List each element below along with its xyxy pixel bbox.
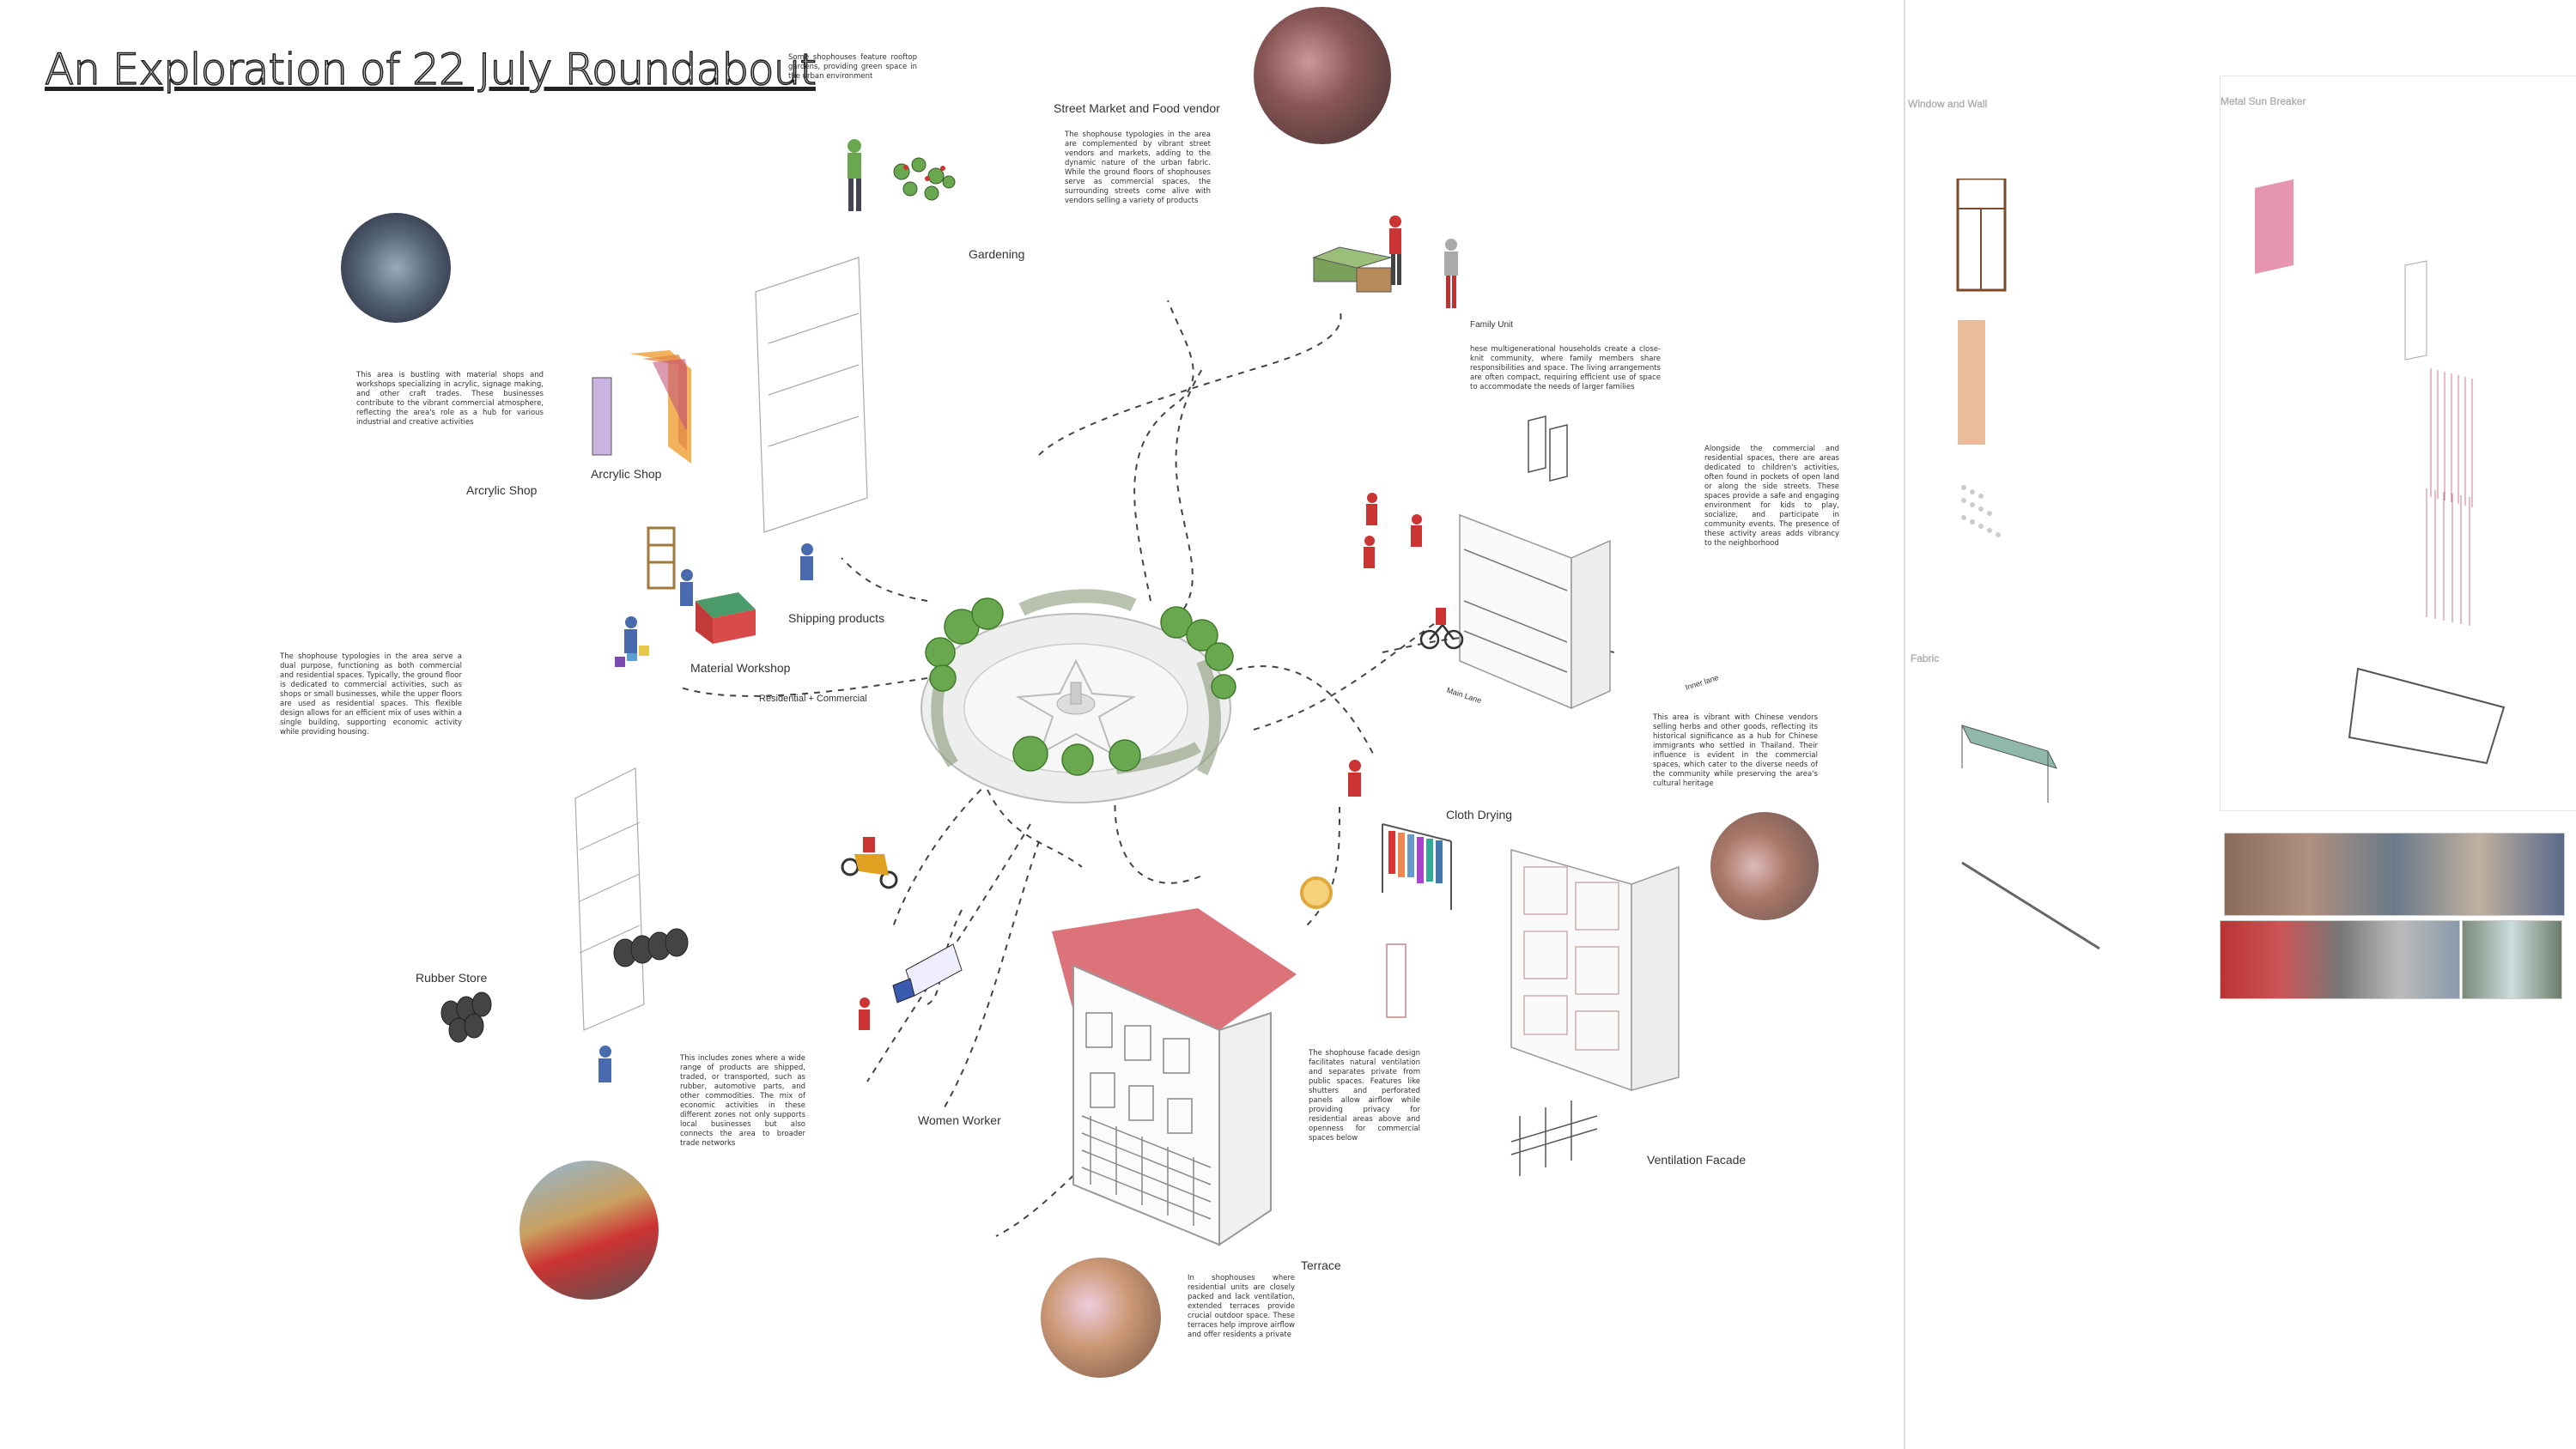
text-children: Alongside the commercial and residential…	[1704, 445, 1839, 548]
fabric-elements	[1961, 724, 2100, 950]
panel-window-wall-title: Window and Wall	[1908, 98, 1988, 110]
panel-fabric: Fabric	[1911, 614, 2125, 1000]
path-to-gardening	[1133, 300, 1194, 602]
truck	[892, 943, 963, 1003]
east-building-drawing	[1459, 513, 1611, 710]
rubber-store-photo	[519, 1161, 659, 1300]
facade-building-drawing	[1510, 849, 1680, 1092]
path-workshop	[677, 677, 928, 697]
path-center	[1114, 780, 1203, 884]
text-family: hese multigenerational households create…	[1470, 345, 1661, 391]
acrylic-shop-photo	[341, 213, 451, 323]
label-cloth-drying: Cloth Drying	[1446, 808, 1513, 822]
label-shipping-products: Shipping products	[788, 611, 885, 625]
shophouse-terrace-drawing	[1052, 908, 1297, 1246]
text-rooftop: Some shophouses feature rooftop gardens,…	[788, 53, 917, 81]
panel-metal-sun-breaker: Metal Sun Breaker	[2220, 76, 2576, 811]
cloth-rack	[1382, 823, 1452, 910]
page-title: An Exploration of 22 July Roundabout	[44, 44, 817, 95]
path-to-market	[1038, 308, 1342, 456]
reference-photo-1	[2224, 833, 2565, 916]
label-acrylic-shop-2: Arcrylic Shop	[591, 467, 662, 481]
roundabout	[920, 589, 1231, 803]
path-facade	[1304, 806, 1340, 928]
reference-photo-2	[2220, 920, 2460, 999]
label-residential-commercial: Residential + Commercial	[759, 694, 867, 704]
sketch-buildings	[574, 257, 868, 1031]
label-gardening: Gardening	[969, 247, 1025, 261]
path-acrylic	[841, 557, 928, 602]
garden-flowers	[903, 165, 945, 181]
workshop-shelf	[647, 526, 676, 590]
tyre-stack	[440, 928, 689, 1043]
label-terrace: Terrace	[1301, 1258, 1341, 1272]
path-east	[1253, 617, 1443, 731]
path-truck	[927, 909, 963, 1005]
trees	[925, 597, 1236, 776]
facade-photo	[1710, 812, 1819, 920]
path-terrace-top	[987, 789, 1083, 868]
label-material-workshop: Material Workshop	[690, 661, 791, 675]
path-women	[944, 840, 1040, 1108]
label-rubber-store: Rubber Store	[416, 971, 488, 985]
reference-photo-3	[2462, 920, 2562, 999]
bicycle	[1419, 623, 1464, 650]
people-figures	[598, 139, 1458, 1082]
label-acrylic-shop-1: Arcrylic Shop	[466, 483, 538, 497]
workshop-table	[696, 592, 756, 644]
window-wall-elements	[1956, 179, 2007, 537]
sun-breaker-elements	[2255, 179, 2506, 765]
panel-metal-title: Metal Sun Breaker	[2221, 95, 2306, 107]
garden-plants	[893, 157, 956, 201]
panel-window-wall: Window and Wall	[1908, 76, 2105, 618]
label-street-market: Street Market and Food vendor	[1054, 101, 1220, 115]
text-chinese: This area is vibrant with Chinese vendor…	[1653, 713, 1818, 788]
path-cloth	[1236, 665, 1375, 756]
terrace-photo	[1041, 1258, 1161, 1378]
text-acrylic: This area is bustling with material shop…	[356, 371, 544, 427]
label-ventilation-facade: Ventilation Facade	[1647, 1153, 1747, 1167]
market-stall	[1312, 246, 1392, 293]
text-market: The shophouse typologies in the area are…	[1065, 130, 1211, 205]
text-rubber: This includes zones where a wide range o…	[680, 1054, 805, 1148]
text-terrace: In shophouses where residential units ar…	[1188, 1274, 1295, 1339]
text-facade: The shophouse facade design facilitates …	[1309, 1049, 1420, 1143]
acrylic-panel	[592, 350, 691, 464]
label-family-unit: Family Unit	[1470, 320, 1514, 330]
path-north	[1175, 368, 1203, 619]
label-women-worker: Women Worker	[918, 1113, 1001, 1127]
panel-fabric-title: Fabric	[1911, 652, 1940, 664]
misc-sketches	[1386, 415, 1598, 1176]
market-photo	[1254, 7, 1391, 144]
motorbike	[841, 837, 898, 889]
text-shophouse: The shophouse typologies in the area ser…	[280, 652, 462, 737]
